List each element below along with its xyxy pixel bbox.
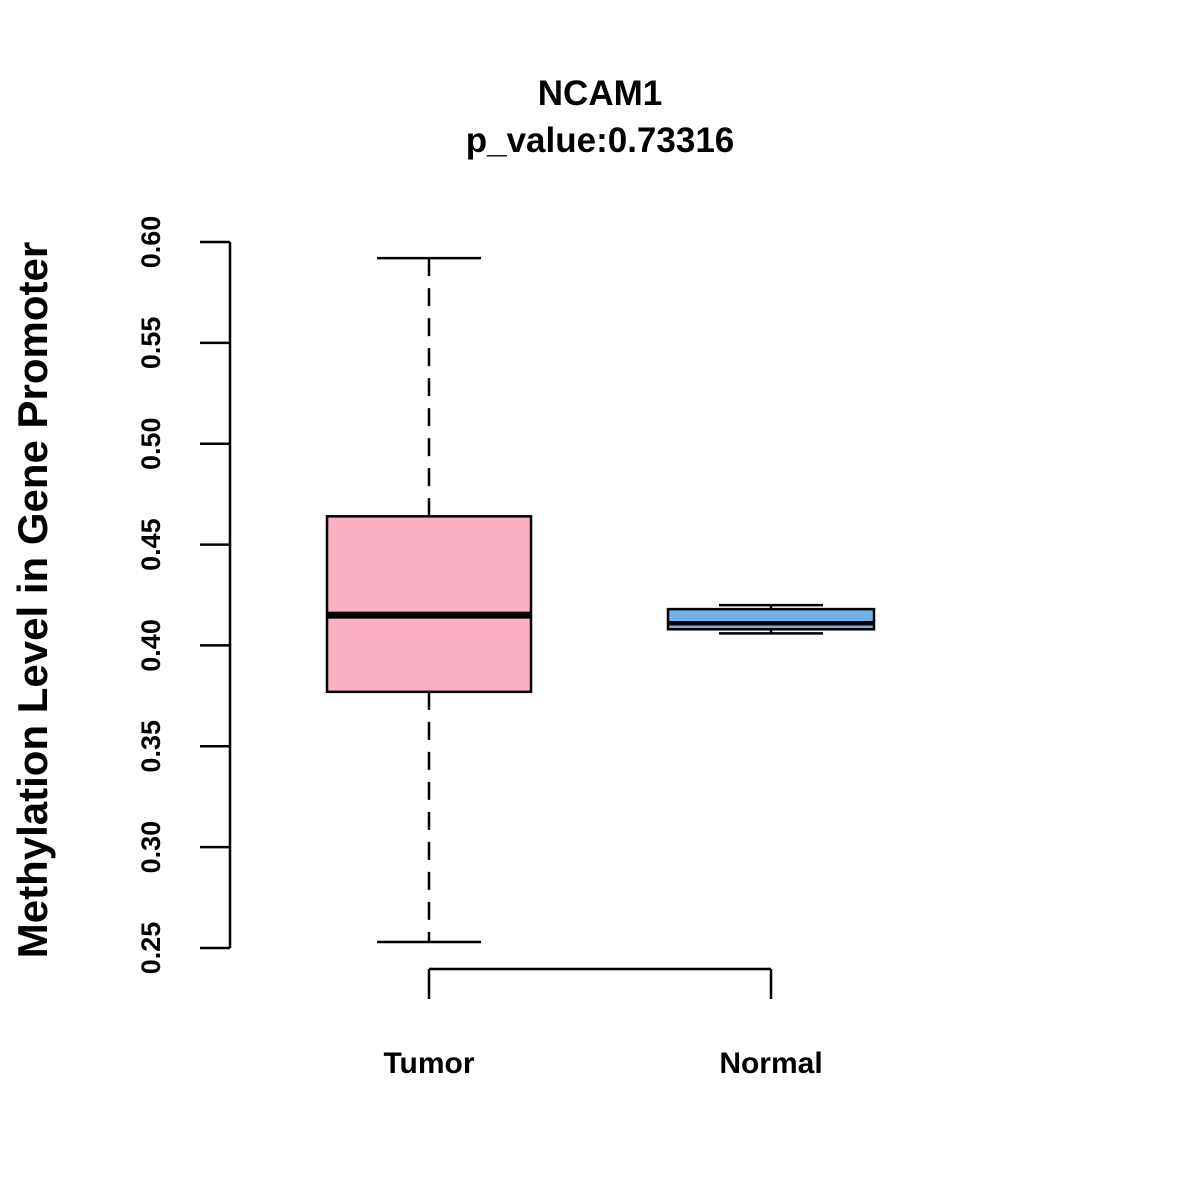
y-axis-title: Methylation Level in Gene Promoter bbox=[9, 242, 56, 958]
boxes-group bbox=[325, 256, 876, 944]
iqr-box bbox=[666, 607, 876, 631]
y-tick-label: 0.35 bbox=[136, 720, 166, 773]
y-tick-label: 0.30 bbox=[136, 821, 166, 874]
y-axis: 0.25 0.30 0.35 0.40 0.45 0.50 0.55 0.60 bbox=[136, 216, 232, 975]
y-tick-label: 0.45 bbox=[136, 518, 166, 571]
chart-subtitle: p_value:0.73316 bbox=[466, 121, 735, 160]
x-tick-label: Tumor bbox=[383, 1047, 474, 1080]
x-tick-label: Normal bbox=[719, 1047, 822, 1080]
y-tick-label: 0.25 bbox=[136, 922, 166, 975]
x-axis: Tumor Normal bbox=[383, 967, 823, 1080]
y-tick-label: 0.60 bbox=[136, 216, 166, 269]
y-tick-label: 0.55 bbox=[136, 317, 166, 370]
box-normal bbox=[666, 603, 876, 635]
chart-title: NCAM1 bbox=[538, 74, 662, 113]
box-tumor bbox=[325, 256, 533, 944]
y-tick-label: 0.40 bbox=[136, 619, 166, 672]
iqr-box bbox=[325, 515, 533, 694]
y-tick-label: 0.50 bbox=[136, 417, 166, 470]
